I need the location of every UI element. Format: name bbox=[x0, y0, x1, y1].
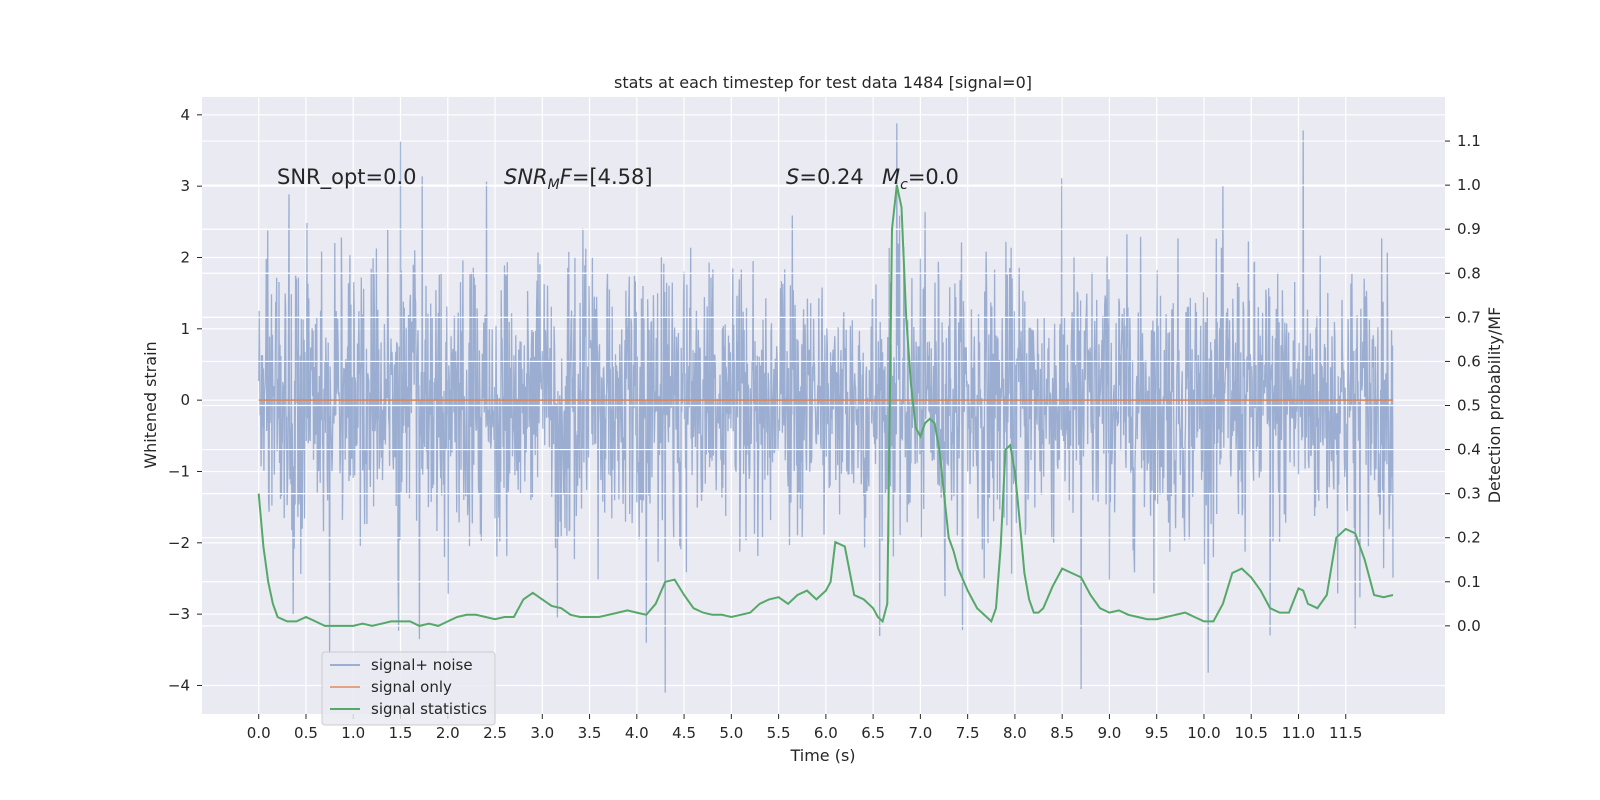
y-tick-label-right: 0.0 bbox=[1457, 617, 1481, 635]
snr-mf-subscript: M bbox=[548, 177, 560, 193]
y-tick-label-right: 0.7 bbox=[1457, 308, 1481, 326]
x-axis-ticks: 0.0 0.5 1.0 1.5 2.0 2.5 3.0 3.5 4.0 4.5 5.0 5.5 6.0 6… bbox=[247, 714, 1362, 742]
mc-value: =0.0 bbox=[908, 165, 959, 189]
x-tick-label: 6.5 bbox=[861, 724, 885, 742]
grid-overlay bbox=[202, 140, 1445, 627]
snr-mf-base: SNR bbox=[504, 165, 548, 189]
snr-mf-rest-symbol: F bbox=[560, 165, 573, 189]
y-tick-label-left: −1 bbox=[168, 462, 190, 480]
y-tick-label-left: 4 bbox=[180, 106, 190, 124]
y-tick-label-left: −3 bbox=[168, 605, 190, 623]
y-axis-label-right: Detection probability/MF bbox=[1485, 307, 1504, 504]
y-tick-label-right: 0.8 bbox=[1457, 264, 1481, 282]
x-tick-label: 4.5 bbox=[672, 724, 696, 742]
y-tick-label-left: −2 bbox=[168, 534, 190, 552]
x-tick-label: 7.0 bbox=[908, 724, 932, 742]
mc-subscript: c bbox=[900, 177, 908, 193]
x-tick-label: 1.5 bbox=[389, 724, 413, 742]
x-tick-label: 10.0 bbox=[1187, 724, 1220, 742]
y-axis-label-left: Whitened strain bbox=[141, 341, 160, 468]
y-tick-label-right: 0.4 bbox=[1457, 441, 1481, 459]
y-tick-label-left: 0 bbox=[180, 391, 190, 409]
x-tick-label: 7.5 bbox=[956, 724, 980, 742]
legend-label-signal-statistics: signal statistics bbox=[371, 700, 487, 718]
x-tick-label: 11.0 bbox=[1282, 724, 1315, 742]
y-tick-label-right: 0.1 bbox=[1457, 573, 1481, 591]
x-tick-label: 2.0 bbox=[436, 724, 460, 742]
x-tick-label: 1.0 bbox=[341, 724, 365, 742]
y-tick-label-left: 2 bbox=[180, 248, 190, 266]
y-tick-label-right: 0.5 bbox=[1457, 397, 1481, 415]
x-tick-label: 10.5 bbox=[1235, 724, 1268, 742]
chart-title: stats at each timestep for test data 148… bbox=[614, 73, 1032, 92]
plot-area bbox=[202, 123, 1445, 693]
s-value: =0.24 bbox=[799, 165, 863, 189]
x-tick-label: 5.0 bbox=[719, 724, 743, 742]
left-y-axis-ticks: 4 3 2 1 0 −1 −2 −3 −4 bbox=[168, 106, 202, 694]
right-y-axis-ticks: 1.1 1.0 0.9 0.8 0.7 0.6 0.5 0.4 0.3 0.2 0.1 0.0 bbox=[1445, 132, 1481, 635]
y-tick-label-right: 0.6 bbox=[1457, 352, 1481, 370]
annotation-snr-opt: SNR_opt=0.0 bbox=[277, 165, 417, 190]
x-tick-label: 6.0 bbox=[814, 724, 838, 742]
annotation-snr-mf: SNRMF=[4.58] bbox=[504, 165, 653, 193]
s-symbol: S bbox=[786, 165, 799, 189]
x-tick-label: 5.5 bbox=[767, 724, 791, 742]
annotation-s: S=0.24 bbox=[786, 165, 864, 189]
annotations: SNR_opt=0.0 SNRMF=[4.58] S=0.24 Mc=0.0 bbox=[277, 165, 959, 193]
signal-noise-series bbox=[258, 123, 1394, 693]
x-axis-label: Time (s) bbox=[789, 746, 855, 765]
x-tick-label: 9.0 bbox=[1098, 724, 1122, 742]
x-tick-label: 3.0 bbox=[530, 724, 554, 742]
legend-label-signal-noise: signal+ noise bbox=[371, 656, 473, 674]
signal-statistics-line bbox=[257, 184, 1394, 627]
x-tick-label: 8.5 bbox=[1050, 724, 1074, 742]
snr-mf-value: =[4.58] bbox=[572, 165, 653, 189]
legend-label-signal-only: signal only bbox=[371, 678, 452, 696]
x-tick-label: 0.5 bbox=[294, 724, 318, 742]
y-tick-label-right: 0.2 bbox=[1457, 529, 1481, 547]
legend-box bbox=[321, 651, 496, 726]
y-tick-label-right: 0.3 bbox=[1457, 485, 1481, 503]
x-tick-label: 3.5 bbox=[578, 724, 602, 742]
x-tick-label: 9.5 bbox=[1145, 724, 1169, 742]
y-tick-label-left: 3 bbox=[180, 177, 190, 195]
y-tick-label-right: 0.9 bbox=[1457, 220, 1481, 238]
x-tick-label: 8.0 bbox=[1003, 724, 1027, 742]
y-tick-label-right: 1.1 bbox=[1457, 132, 1481, 150]
y-tick-label-left: 1 bbox=[180, 320, 190, 338]
x-tick-label: 11.5 bbox=[1329, 724, 1362, 742]
y-tick-label-left: −4 bbox=[168, 676, 190, 694]
legend: signal+ noise signal only signal statist… bbox=[321, 651, 496, 726]
x-tick-label: 4.0 bbox=[625, 724, 649, 742]
mc-symbol: M bbox=[882, 165, 900, 189]
signal-noise-trace bbox=[258, 123, 1394, 693]
y-tick-label-right: 1.0 bbox=[1457, 176, 1481, 194]
annotation-mc: Mc=0.0 bbox=[882, 165, 959, 193]
x-tick-label: 2.5 bbox=[483, 724, 507, 742]
x-tick-label: 0.0 bbox=[247, 724, 271, 742]
